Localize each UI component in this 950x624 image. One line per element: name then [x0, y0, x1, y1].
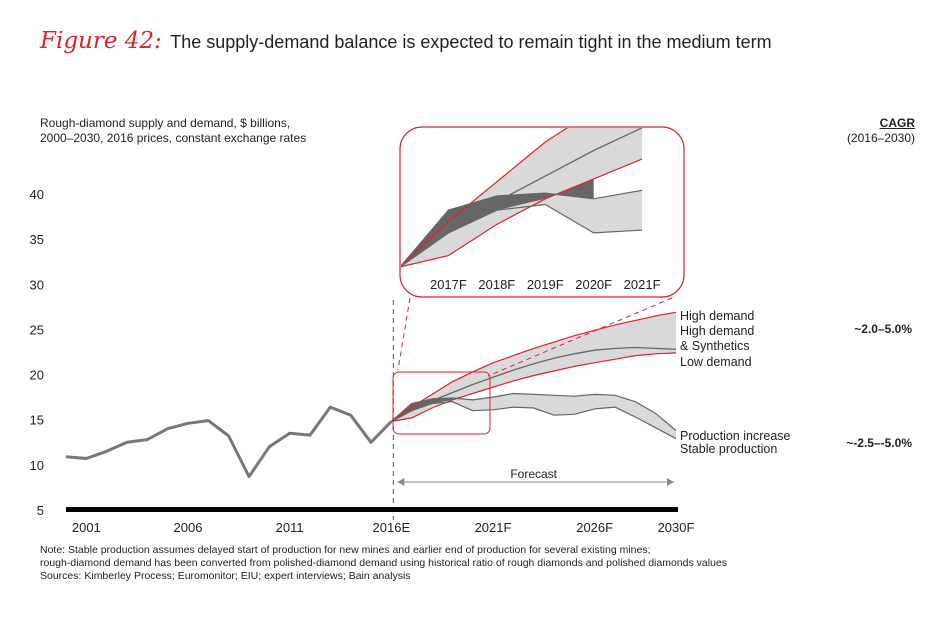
- x-tick-label: 2026F: [576, 520, 613, 535]
- label-high-demand-synthetics-2: & Synthetics: [680, 339, 749, 353]
- chart-notes: Note: Stable production assumes delayed …: [40, 544, 727, 583]
- label-low-demand: Low demand: [680, 355, 752, 369]
- y-tick-label: 25: [30, 322, 44, 337]
- inset-x-tick-label: 2017F: [430, 277, 467, 292]
- inset-plot: [401, 128, 643, 268]
- inset-x-tick-label: 2020F: [575, 277, 612, 292]
- figure-title-row: Figure 42: The supply-demand balance is …: [40, 28, 772, 54]
- y-tick-label: 10: [30, 458, 44, 473]
- history-line: [65, 405, 393, 479]
- label-production-increase: Production increase: [680, 429, 791, 443]
- overlap-area: [391, 398, 453, 422]
- zoom-region: [392, 371, 491, 435]
- forecast-arrow-right: [667, 478, 674, 486]
- y-tick-label: 40: [30, 187, 44, 202]
- inset-x-tick-label: 2018F: [478, 277, 515, 292]
- label-high-demand: High demand: [680, 309, 754, 323]
- figure-number: Figure 42:: [40, 28, 162, 54]
- forecast-label: Forecast: [510, 467, 557, 481]
- inset-x-tick-label: 2021F: [624, 277, 661, 292]
- cagr-period: (2016–2030): [846, 131, 915, 145]
- zoom-inset: 2017F 2018F 2019F 2020F 2021F: [392, 126, 685, 435]
- subtitle-line-1: Rough-diamond supply and demand, $ billi…: [40, 116, 291, 130]
- series-lines: [65, 311, 677, 479]
- zoom-connector-left: [397, 297, 411, 371]
- inset-stable-production-line: [401, 203, 643, 268]
- zoom-connector-right: [487, 297, 673, 377]
- x-tick-label: 2001: [72, 520, 101, 535]
- note-line-1: Note: Stable production assumes delayed …: [40, 544, 651, 556]
- forecast-marker: Forecast: [392, 300, 674, 520]
- x-tick-label: 2016E: [373, 520, 411, 535]
- subtitle-line-2: 2000–2030, 2016 prices, constant exchang…: [40, 131, 307, 145]
- x-axis: 2001 2006 2011 2016E 2021F 2026F 2030F: [66, 507, 694, 535]
- cagr-header: CAGR (2016–2030): [847, 116, 915, 146]
- cagr-demand: ~2.0–5.0%: [854, 322, 912, 336]
- label-stable-production: Stable production: [680, 442, 777, 456]
- x-tick-label: 2030F: [658, 520, 695, 535]
- forecast-arrow-left: [397, 478, 405, 486]
- cagr-title: CAGR: [879, 116, 915, 130]
- note-line-2: rough-diamond demand has been converted …: [40, 557, 728, 569]
- stable-production-line: [391, 401, 677, 440]
- forecast-bands: [391, 312, 676, 439]
- demand-band: [391, 312, 676, 422]
- inset-high-demand-line: [401, 128, 643, 268]
- x-axis-bar: [66, 507, 678, 512]
- x-tick-label: 2006: [174, 520, 203, 535]
- production-increase-line: [390, 392, 677, 431]
- figure-title: The supply-demand balance is expected to…: [170, 32, 772, 52]
- inset-x-tick-label: 2019F: [527, 277, 564, 292]
- chart-subtitle: Rough-diamond supply and demand, $ billi…: [40, 116, 306, 146]
- high-demand-line: [390, 311, 677, 422]
- label-high-demand-synthetics: High demand: [680, 324, 754, 338]
- y-tick-label: 20: [30, 368, 44, 383]
- supply-band: [391, 393, 676, 439]
- sources-line: Sources: Kimberley Process; Euromonitor;…: [40, 570, 411, 582]
- y-tick-label: 35: [30, 232, 44, 247]
- inset-low-demand-line: [401, 158, 643, 268]
- low-demand-line: [391, 352, 677, 423]
- x-tick-label: 2011: [276, 520, 304, 535]
- y-tick-label: 30: [30, 277, 44, 292]
- cagr-supply: ~-2.5–-5.0%: [846, 436, 912, 450]
- x-tick-label: 2021F: [475, 520, 512, 535]
- y-tick-label: 5: [37, 503, 44, 518]
- y-axis: 5 10 15 20 25 30 35 40: [30, 187, 44, 518]
- y-tick-label: 15: [30, 413, 44, 428]
- inset-production-increase-line: [401, 189, 643, 268]
